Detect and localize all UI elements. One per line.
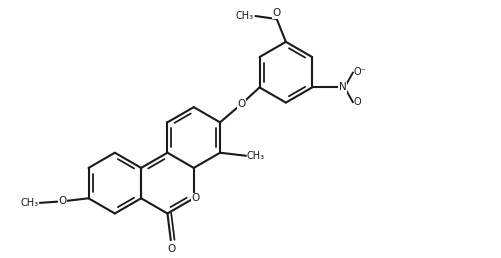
Text: O: O: [59, 196, 67, 206]
Text: O: O: [167, 244, 176, 254]
Text: CH₃: CH₃: [235, 11, 254, 21]
Text: CH₃: CH₃: [20, 198, 38, 208]
Text: O: O: [273, 8, 281, 18]
Text: CH₃: CH₃: [246, 151, 265, 161]
Text: O: O: [191, 193, 199, 203]
Text: O: O: [237, 99, 245, 109]
Text: N: N: [339, 82, 347, 92]
Text: O⁻: O⁻: [354, 67, 367, 77]
Text: O: O: [354, 97, 361, 107]
